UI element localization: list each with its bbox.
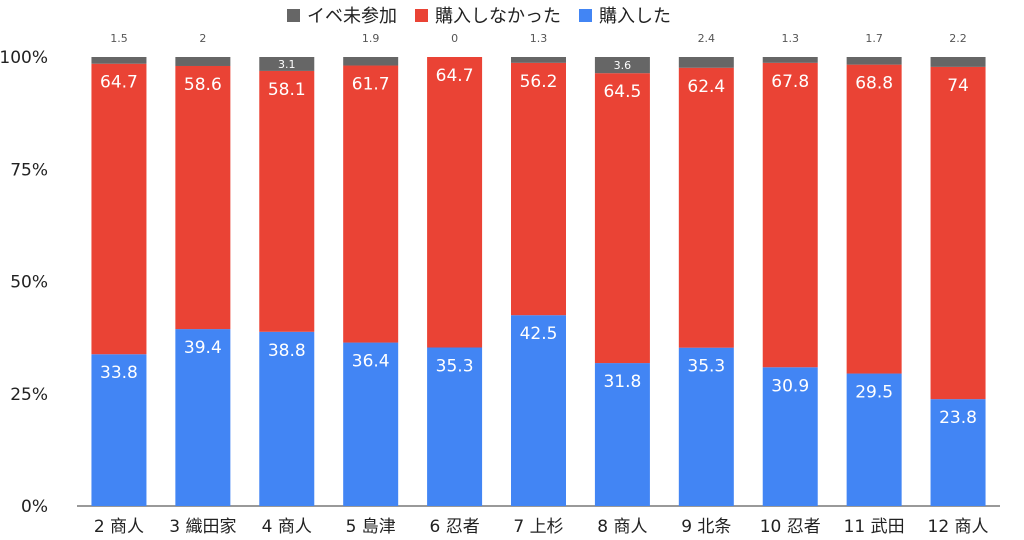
data-label: 64.5	[603, 82, 641, 102]
bar-segment	[175, 329, 231, 506]
legend-swatch	[415, 9, 428, 22]
data-label: 0	[451, 32, 458, 45]
data-label: 1.9	[362, 32, 380, 45]
y-tick-label: 100%	[0, 48, 48, 68]
bar-segment	[91, 354, 147, 506]
data-label: 42.5	[520, 324, 558, 344]
legend-label: 購入しなかった	[435, 6, 561, 27]
data-label: 1.3	[530, 32, 548, 45]
bar-segment	[343, 342, 399, 506]
bar-segment	[343, 57, 399, 66]
bar-segment	[594, 57, 650, 74]
bar-segment	[762, 367, 818, 506]
bar-segment	[511, 315, 566, 506]
bar-segment	[678, 57, 734, 68]
legend: イベ未参加 購入しなかった 購入した	[287, 6, 671, 27]
data-label: 30.9	[771, 376, 809, 396]
data-label: 2	[199, 32, 206, 45]
data-label: 64.7	[100, 73, 138, 93]
x-tick-label: 11 武田	[844, 517, 905, 537]
bar-segment	[343, 65, 399, 343]
data-label: 38.8	[268, 341, 306, 361]
bar-segment	[762, 62, 818, 368]
bar-segment	[175, 65, 231, 330]
x-axis: 2 商人 3 織田家 4 商人 5 島津 6 忍者 7 上杉 8 商人 9 北条 10 忍者 11…	[94, 517, 989, 537]
data-label: 39.4	[184, 338, 222, 358]
bar-segment	[594, 363, 650, 506]
x-tick-label: 8 商人	[597, 517, 647, 537]
x-tick-label: 2 商人	[94, 517, 144, 537]
bar-segment	[511, 57, 566, 63]
x-tick-label: 5 島津	[346, 517, 396, 537]
bar-segment	[259, 70, 315, 332]
x-tick-label: 12 商人	[928, 517, 989, 537]
data-label: 1.7	[865, 32, 883, 45]
data-label: 3.6	[614, 59, 632, 72]
bar-segment	[91, 57, 147, 64]
data-label: 58.6	[184, 75, 222, 95]
x-tick-label: 3 織田家	[169, 517, 236, 537]
data-label: 2.4	[698, 32, 716, 45]
bar-segment	[846, 373, 902, 506]
legend-swatch	[287, 9, 300, 22]
data-label: 1.3	[781, 32, 799, 45]
y-tick-label: 50%	[10, 273, 48, 293]
bar-segment	[91, 63, 147, 355]
legend-label: 購入した	[599, 6, 671, 27]
data-label: 67.8	[771, 72, 809, 92]
data-labels: 33.8 64.7 1.5 39.4 58.6 2 38.8 58.1 3.1 36.4 61.7 1…	[100, 32, 977, 428]
bar-segment	[678, 67, 734, 348]
data-label: 31.8	[603, 372, 641, 392]
data-label: 62.4	[687, 77, 725, 97]
x-tick-label: 9 北条	[681, 517, 731, 537]
data-label: 36.4	[352, 352, 390, 372]
bar-segment	[427, 347, 483, 506]
bars	[91, 57, 986, 506]
bar-segment	[259, 57, 315, 71]
data-label: 64.7	[436, 66, 474, 86]
legend-swatch	[579, 9, 592, 22]
bar-segment	[930, 57, 986, 67]
bar-segment	[762, 57, 818, 63]
data-label: 35.3	[436, 357, 474, 377]
x-tick-label: 7 上杉	[513, 517, 563, 537]
data-label: 3.1	[278, 58, 296, 71]
bar-segment	[175, 57, 231, 66]
bar-segment	[259, 331, 315, 506]
data-label: 74	[947, 76, 969, 96]
bar-segment	[678, 347, 734, 506]
y-tick-label: 75%	[10, 160, 48, 180]
legend-label: イベ未参加	[307, 6, 397, 27]
x-tick-label: 10 忍者	[760, 517, 821, 537]
data-label: 35.3	[687, 357, 725, 377]
y-tick-label: 0%	[21, 497, 48, 517]
bar-segment	[930, 399, 986, 506]
data-label: 2.2	[949, 32, 967, 45]
data-label: 61.7	[352, 75, 390, 95]
data-label: 23.8	[939, 408, 977, 428]
data-label: 33.8	[100, 363, 138, 383]
bar-segment	[511, 62, 566, 316]
bar-segment	[930, 66, 986, 400]
bar-segment	[846, 57, 902, 65]
data-label: 29.5	[855, 383, 893, 403]
bar-segment	[846, 64, 902, 374]
bar-segment	[594, 73, 650, 364]
data-label: 56.2	[520, 72, 558, 92]
x-tick-label: 4 商人	[262, 517, 312, 537]
x-tick-label: 6 忍者	[429, 517, 479, 537]
data-label: 58.1	[268, 80, 306, 100]
y-tick-label: 25%	[10, 385, 48, 405]
data-label: 68.8	[855, 74, 893, 94]
bar-segment	[427, 57, 483, 348]
data-label: 1.5	[110, 32, 128, 45]
